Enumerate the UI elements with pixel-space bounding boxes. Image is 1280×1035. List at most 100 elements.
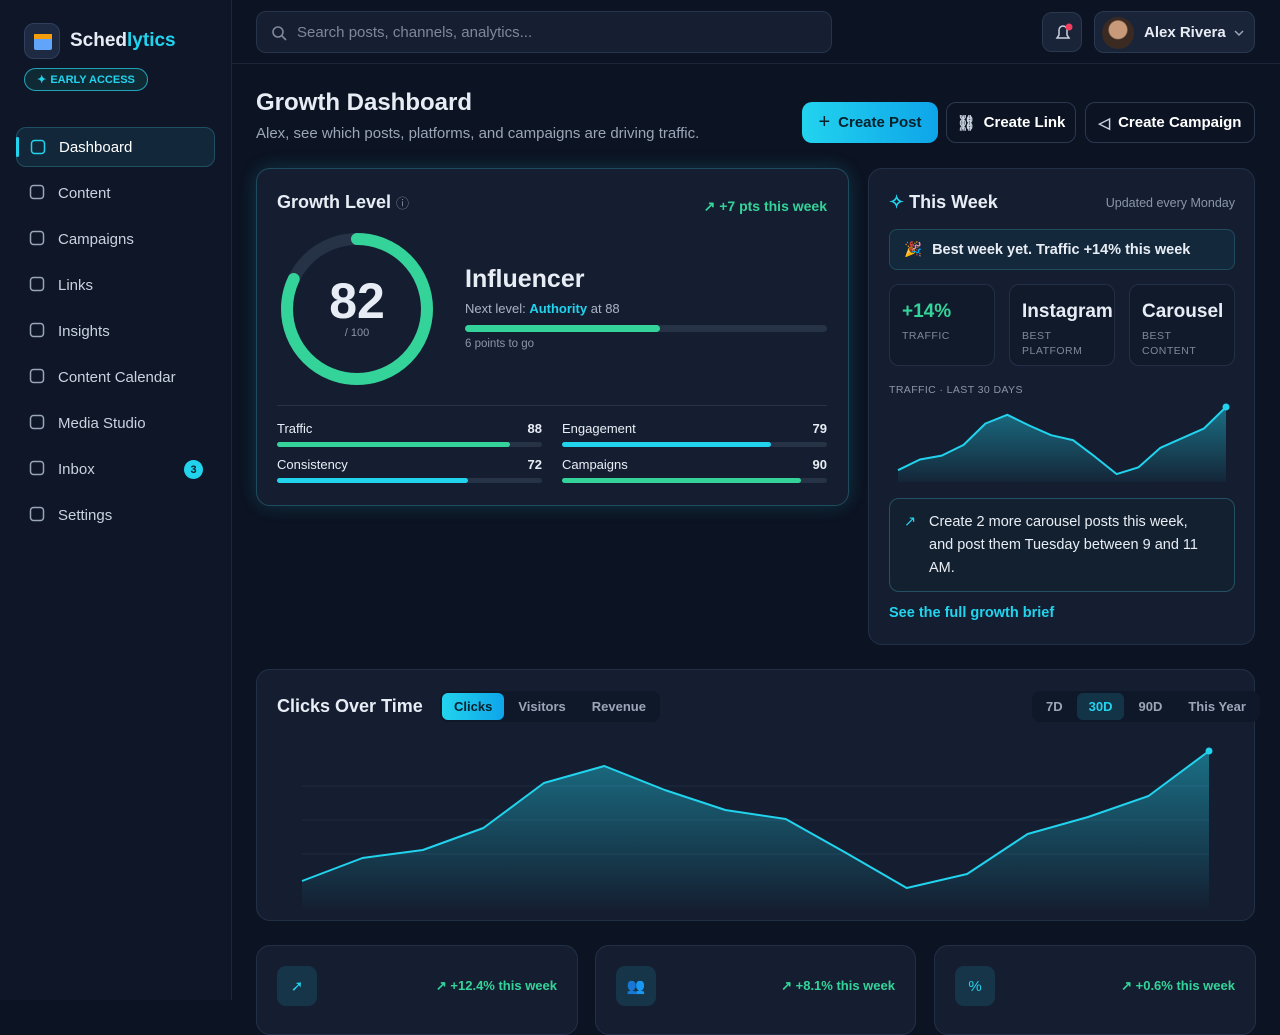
brand-a: Sched (70, 30, 128, 51)
nav-label: Content (58, 184, 111, 202)
range-tab[interactable]: This Year (1188, 699, 1246, 714)
stat-label: TRAFFIC (902, 330, 950, 342)
spark-label: TRAFFIC · LAST 30 DAYS (889, 384, 1023, 396)
metric-tab[interactable]: Revenue (591, 699, 646, 714)
metric-track (277, 478, 542, 483)
next-level-name: Authority (529, 301, 588, 316)
kpi-card: 👥 ↗ +8.1% this week (595, 945, 916, 1035)
stat-card: Instagram BEST PLATFORM (1009, 284, 1115, 366)
next-level: Next level: Authority at 88 (465, 301, 620, 316)
metric-bar (277, 442, 511, 447)
icon-shape (30, 139, 46, 155)
nav-icon (29, 460, 45, 476)
search[interactable]: Search posts, channels, analytics... (256, 11, 832, 53)
nav-label: Links (58, 276, 94, 294)
ring-arc (281, 233, 433, 385)
nav-icon (29, 368, 45, 384)
search-placeholder: Search posts, channels, analytics... (297, 23, 533, 41)
growth-change-text: +7 pts this week (719, 198, 827, 214)
stat-card: +14% TRAFFIC (889, 284, 995, 366)
icon-shape (29, 506, 45, 522)
stat-card: Carousel BEST CONTENT (1129, 284, 1235, 366)
banner-text: Best week yet. Traffic +14% this week (932, 241, 1191, 258)
page-subtitle: Alex, see which posts, platforms, and ca… (256, 125, 700, 142)
create-link-button[interactable]: ⛓ Create Link (946, 102, 1076, 143)
metric-name: Campaigns (562, 457, 628, 472)
icon-shape (29, 368, 45, 384)
nav-item[interactable]: Inbox 3 (16, 449, 215, 489)
nav-item[interactable]: Media Studio (16, 403, 215, 443)
nav-icon (29, 184, 45, 200)
metric-track (562, 478, 827, 483)
range-tab[interactable]: 30D (1076, 693, 1125, 720)
kpi-change: ↗ +12.4% this week (435, 978, 557, 993)
nav-icon (29, 230, 45, 246)
early-access-badge: ✦ EARLY ACCESS (24, 68, 148, 91)
user-menu[interactable]: Alex Rivera (1094, 11, 1255, 53)
metric-tab[interactable]: Visitors (518, 699, 566, 714)
user-name: Alex Rivera (1144, 23, 1226, 41)
button-label: Create Post (838, 114, 922, 131)
metric-name: Engagement (562, 421, 636, 436)
metric-tab[interactable]: Clicks (442, 693, 505, 720)
stat-label: BEST CONTENT (1142, 330, 1197, 357)
metric-name: Consistency (277, 457, 348, 472)
nav-item[interactable]: Content Calendar (16, 357, 215, 397)
metric-tabs: Clicks Visitors Revenue (440, 691, 660, 722)
nav-badge: 3 (184, 460, 203, 479)
score-max: / 100 (344, 327, 370, 339)
icon-shape (29, 230, 45, 246)
area (898, 407, 1226, 482)
nav-item[interactable]: Insights (16, 311, 215, 351)
badge-text: EARLY ACCESS (50, 73, 135, 86)
range-tab[interactable]: 7D (1046, 699, 1063, 714)
level-progress (465, 325, 661, 332)
tip-text: Create 2 more carousel posts this week, … (929, 514, 1198, 576)
kpi-change: ↗ +0.6% this week (1121, 978, 1235, 993)
nav-label: Campaigns (58, 230, 134, 248)
notifications[interactable] (1042, 12, 1082, 52)
points-to-go: 6 points to go (465, 338, 535, 350)
nav-item[interactable]: Campaigns (16, 219, 215, 259)
nav-item[interactable]: Links (16, 265, 215, 305)
nav-item[interactable]: Dashboard (16, 127, 215, 167)
metric-value: 88 (527, 421, 542, 436)
stat-value: Instagram (1022, 301, 1113, 322)
icon-shape (29, 460, 45, 476)
nav-item[interactable]: Settings (16, 495, 215, 535)
score-ring (281, 233, 433, 385)
create-campaign-button[interactable]: ◁ Create Campaign (1085, 102, 1255, 143)
kpi-card: ➚ ↗ +12.4% this week (256, 945, 578, 1035)
end-point (1222, 403, 1230, 411)
sparkline (897, 403, 1230, 482)
growth-brief-link[interactable]: See the full growth brief (889, 605, 1055, 621)
clicks-title: Clicks Over Time (277, 696, 423, 716)
button-label: Create Campaign (1118, 114, 1242, 131)
growth-title-text: Growth Level (277, 192, 392, 212)
this-week-title: ✧ This Week (889, 192, 998, 212)
kpi-icon: % (955, 966, 995, 1006)
this-week-title-text: This Week (909, 192, 998, 212)
growth-title: Growth Level ⓘ (277, 192, 410, 212)
kpi-change-text: +8.1% this week (795, 978, 895, 993)
line (897, 406, 1227, 476)
stat-label: BEST PLATFORM (1022, 330, 1083, 357)
brand: Schedlytics (70, 30, 176, 52)
nav-item[interactable]: Content (16, 173, 215, 213)
icon-shape (29, 184, 45, 200)
create-post-button[interactable]: + Create Post (802, 102, 938, 143)
metric-bar (562, 442, 772, 447)
level-name: Influencer (465, 265, 585, 293)
kpi-change-text: +0.6% this week (1135, 978, 1235, 993)
next-suffix: at 88 (590, 301, 620, 316)
range-tab[interactable]: 90D (1138, 699, 1163, 714)
range-tabs: 7D 30D 90D This Year (1032, 691, 1260, 722)
avatar (1102, 17, 1134, 49)
kpi-change-text: +12.4% this week (450, 978, 557, 993)
metric-name: Traffic (277, 421, 313, 436)
sidebar: Schedlytics ✦ EARLY ACCESS Dashboard Cont… (0, 0, 232, 1000)
growth-change: ↗ +7 pts this week (703, 198, 827, 214)
topbar (232, 0, 1280, 64)
nav-label: Media Studio (58, 414, 146, 432)
